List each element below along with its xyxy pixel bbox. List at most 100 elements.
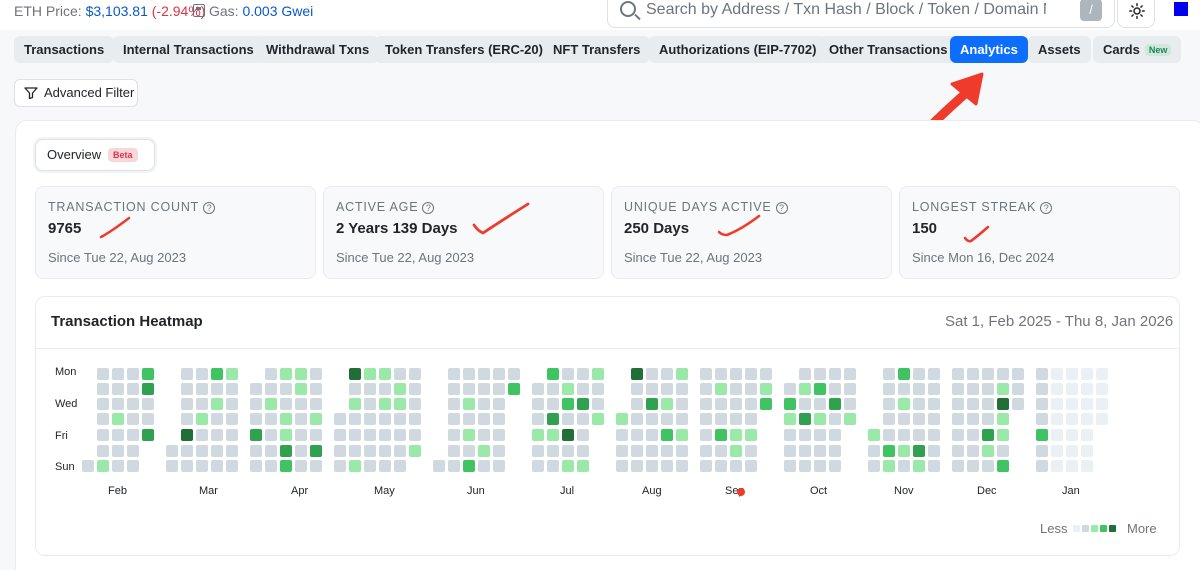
heatmap-cell[interactable] [1096,398,1108,410]
heatmap-cell[interactable] [1051,383,1063,395]
heatmap-cell[interactable] [448,429,460,441]
heatmap-cell[interactable] [547,383,559,395]
heatmap-cell[interactable] [463,460,475,472]
heatmap-cell[interactable] [952,445,964,457]
heatmap-cell[interactable] [997,383,1009,395]
heatmap-cell[interactable] [1036,429,1048,441]
heatmap-cell[interactable] [1081,445,1093,457]
heatmap-cell[interactable] [952,429,964,441]
gas-value[interactable]: 0.003 Gwei [242,3,314,19]
heatmap-cell[interactable] [394,398,406,410]
heatmap-cell[interactable] [226,398,238,410]
heatmap-cell[interactable] [448,445,460,457]
heatmap-cell[interactable] [577,398,589,410]
heatmap-cell[interactable] [265,429,277,441]
heatmap-cell[interactable] [196,460,208,472]
heatmap-cell[interactable] [364,398,376,410]
heatmap-cell[interactable] [478,398,490,410]
heatmap-cell[interactable] [562,429,574,441]
heatmap-cell[interactable] [547,460,559,472]
heatmap-cell[interactable] [310,383,322,395]
heatmap-cell[interactable] [181,460,193,472]
heatmap-cell[interactable] [784,460,796,472]
heatmap-cell[interactable] [814,398,826,410]
heatmap-cell[interactable] [379,368,391,380]
heatmap-cell[interactable] [394,368,406,380]
heatmap-cell[interactable] [562,398,574,410]
heatmap-cell[interactable] [997,460,1009,472]
heatmap-cell[interactable] [913,460,925,472]
heatmap-cell[interactable] [478,460,490,472]
heatmap-cell[interactable] [1012,368,1024,380]
heatmap-cell[interactable] [364,460,376,472]
heatmap-cell[interactable] [661,383,673,395]
heatmap-cell[interactable] [1081,398,1093,410]
heatmap-cell[interactable] [1066,383,1078,395]
tab-analytics[interactable]: Analytics [950,36,1028,63]
heatmap-cell[interactable] [226,383,238,395]
heatmap-cell[interactable] [952,383,964,395]
heatmap-cell[interactable] [646,445,658,457]
heatmap-cell[interactable] [898,383,910,395]
heatmap-cell[interactable] [700,429,712,441]
heatmap-cell[interactable] [883,429,895,441]
heatmap-cell[interactable] [700,460,712,472]
heatmap-cell[interactable] [211,445,223,457]
heatmap-cell[interactable] [1081,368,1093,380]
heatmap-cell[interactable] [280,383,292,395]
heatmap-cell[interactable] [1036,383,1048,395]
heatmap-cell[interactable] [364,445,376,457]
heatmap-cell[interactable] [394,429,406,441]
heatmap-cell[interactable] [211,398,223,410]
heatmap-cell[interactable] [577,460,589,472]
heatmap-cell[interactable] [997,398,1009,410]
tab-token-transfers[interactable]: Token Transfers (ERC-20) [375,36,553,63]
heatmap-cell[interactable] [409,413,421,425]
heatmap-cell[interactable] [364,413,376,425]
heatmap-cell[interactable] [646,413,658,425]
heatmap-cell[interactable] [295,398,307,410]
heatmap-cell[interactable] [715,429,727,441]
heatmap-cell[interactable] [508,383,520,395]
heatmap-cell[interactable] [1081,413,1093,425]
heatmap-cell[interactable] [982,413,994,425]
heatmap-cell[interactable] [676,445,688,457]
heatmap-cell[interactable] [493,413,505,425]
heatmap-cell[interactable] [616,445,628,457]
heatmap-cell[interactable] [1036,368,1048,380]
heatmap-cell[interactable] [1051,445,1063,457]
heatmap-cell[interactable] [646,429,658,441]
heatmap-cell[interactable] [592,368,604,380]
heatmap-cell[interactable] [928,429,940,441]
heatmap-cell[interactable] [250,429,262,441]
heatmap-cell[interactable] [226,460,238,472]
heatmap-cell[interactable] [181,368,193,380]
heatmap-cell[interactable] [646,398,658,410]
heatmap-cell[interactable] [211,460,223,472]
heatmap-cell[interactable] [1036,398,1048,410]
heatmap-cell[interactable] [562,460,574,472]
heatmap-cell[interactable] [532,445,544,457]
heatmap-cell[interactable] [547,398,559,410]
heatmap-cell[interactable] [142,413,154,425]
heatmap-cell[interactable] [295,429,307,441]
heatmap-cell[interactable] [448,368,460,380]
heatmap-cell[interactable] [730,429,742,441]
heatmap-cell[interactable] [379,413,391,425]
heatmap-cell[interactable] [265,460,277,472]
heatmap-cell[interactable] [547,413,559,425]
heatmap-cell[interactable] [745,460,757,472]
heatmap-cell[interactable] [829,398,841,410]
heatmap-cell[interactable] [532,383,544,395]
heatmap-cell[interactable] [493,429,505,441]
heatmap-cell[interactable] [409,429,421,441]
heatmap-cell[interactable] [1012,398,1024,410]
heatmap-cell[interactable] [661,429,673,441]
heatmap-cell[interactable] [1051,460,1063,472]
heatmap-cell[interactable] [631,398,643,410]
heatmap-cell[interactable] [166,460,178,472]
heatmap-cell[interactable] [745,398,757,410]
heatmap-cell[interactable] [142,398,154,410]
heatmap-cell[interactable] [676,368,688,380]
heatmap-cell[interactable] [592,383,604,395]
